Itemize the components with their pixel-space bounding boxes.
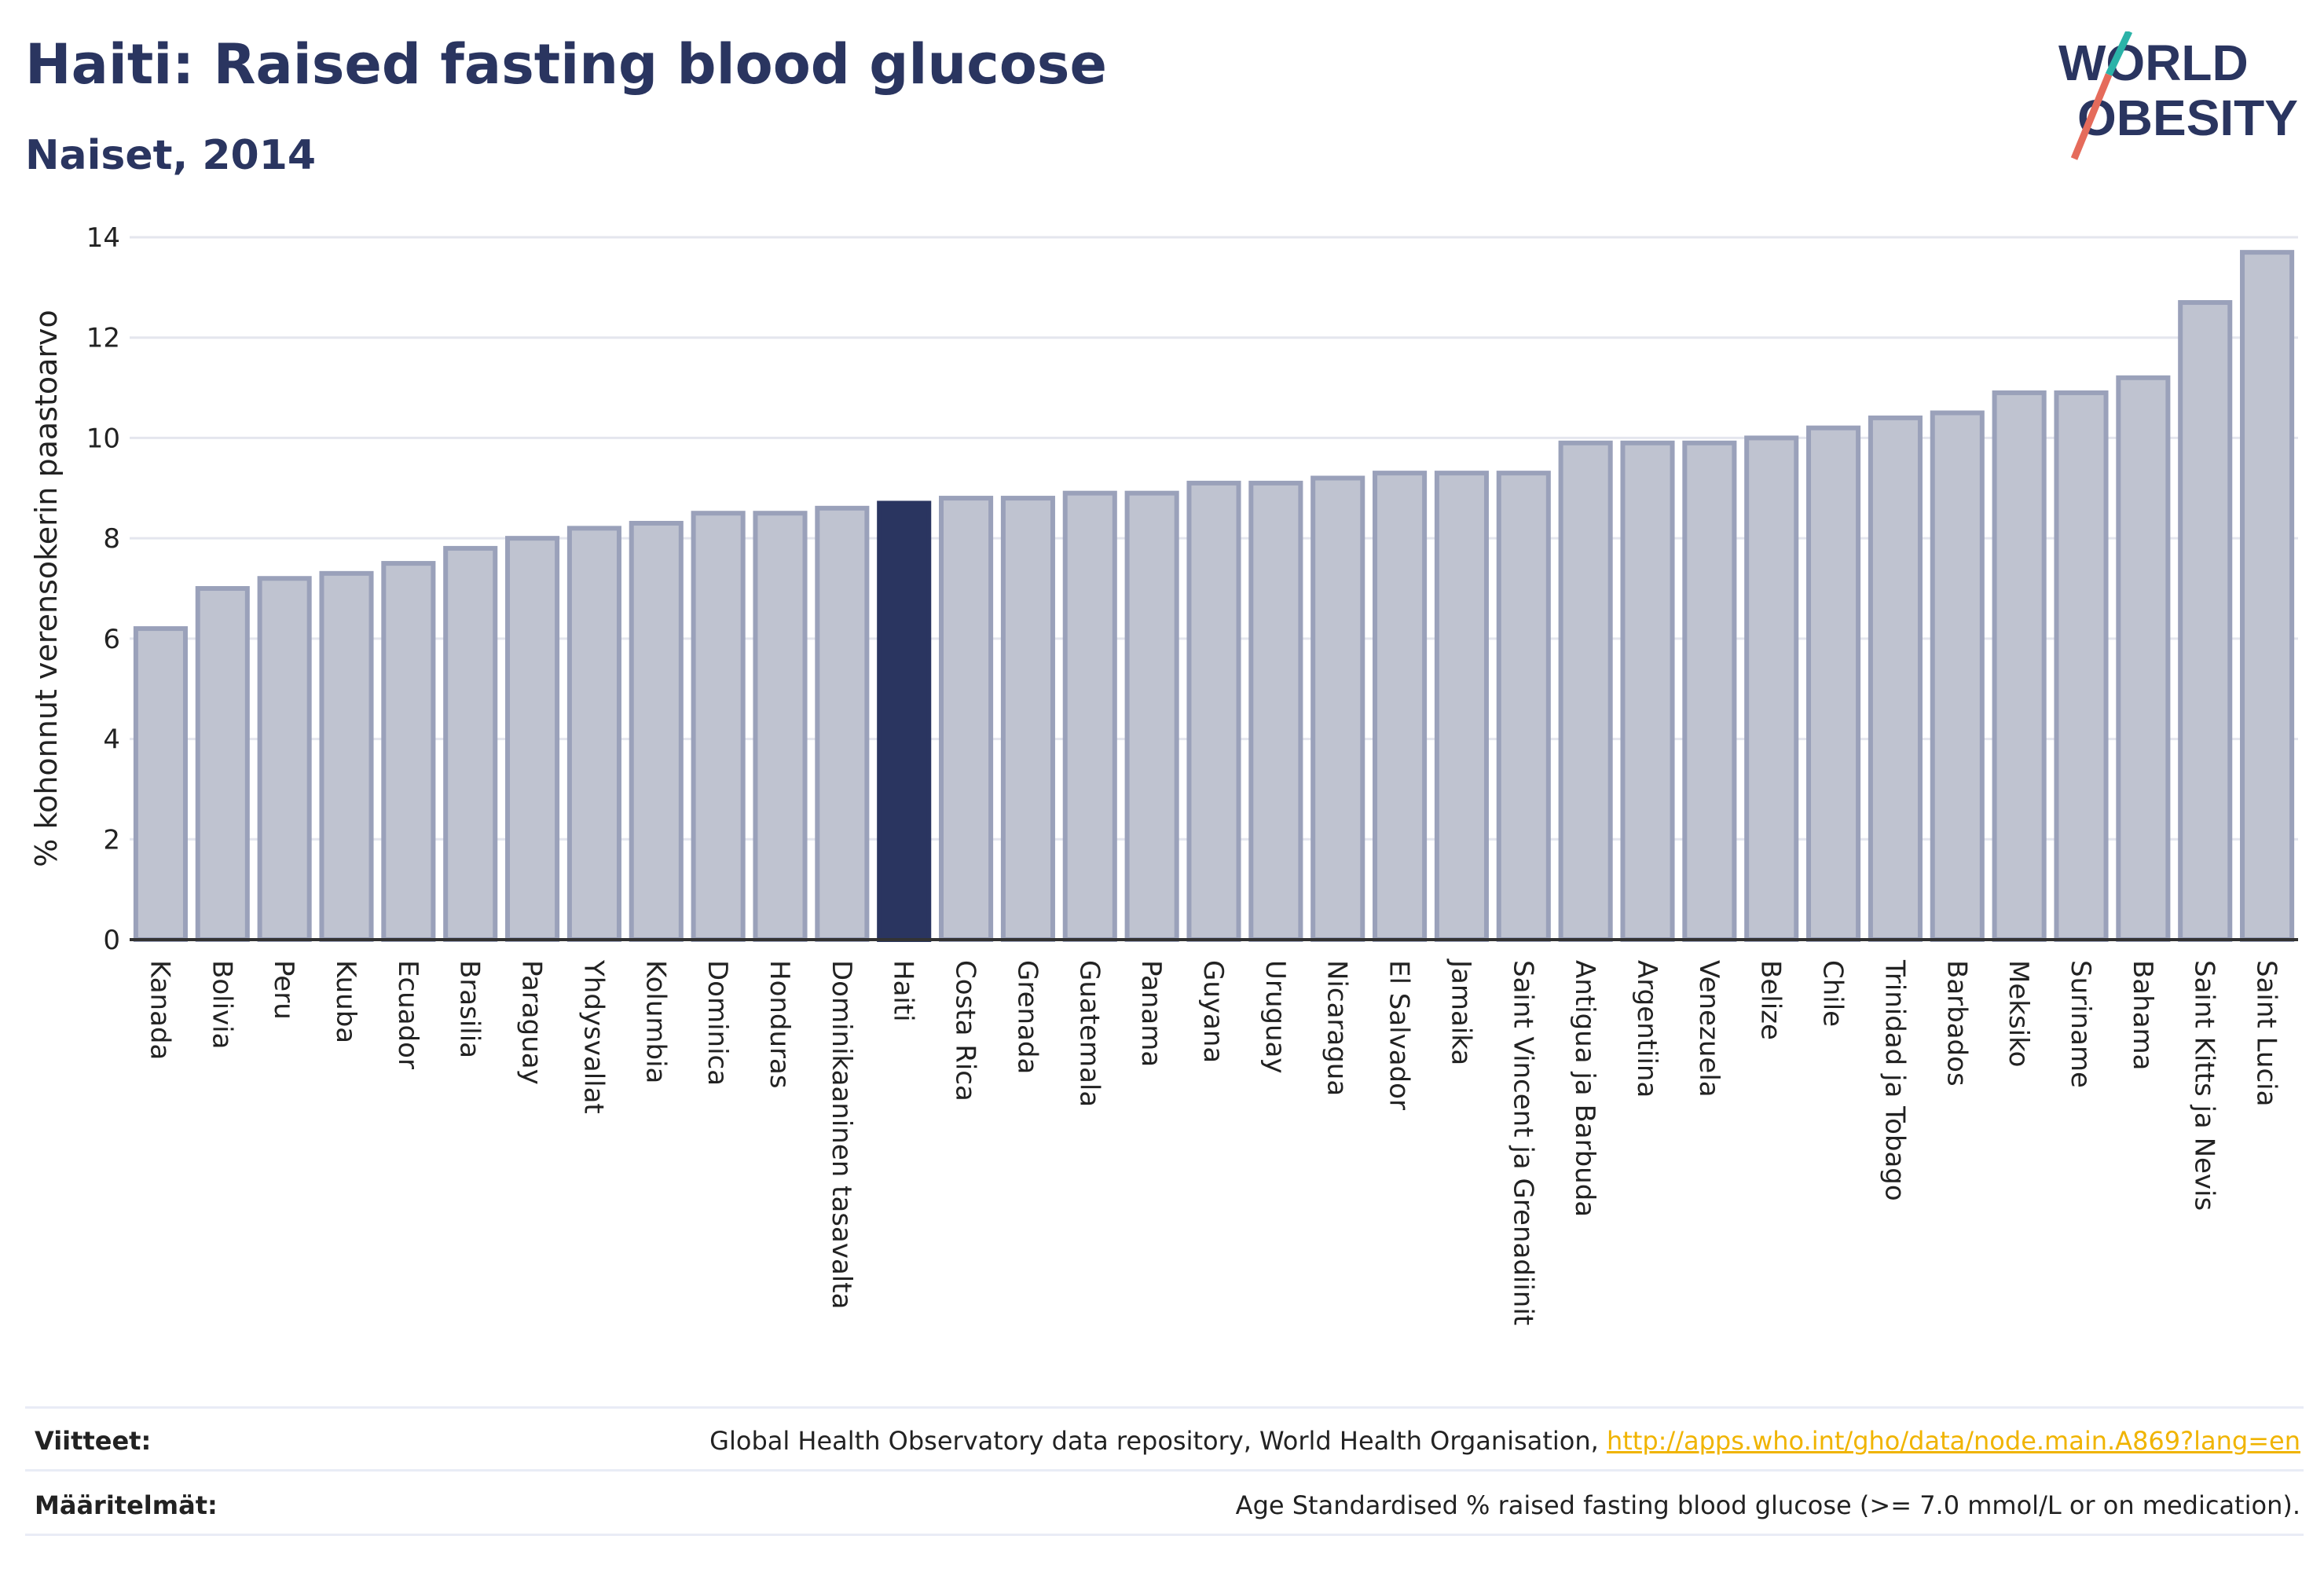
definitions-text: Age Standardised % raised fasting blood … (1235, 1490, 2300, 1520)
x-tick-label: Paraguay (516, 960, 548, 1085)
world-obesity-logo: WORLD OBESITY (2058, 31, 2298, 160)
x-tick-label: Barbados (1941, 960, 1972, 1087)
x-tick-label: Chile (1817, 960, 1849, 1027)
x-tick-label: Saint Lucia (2251, 960, 2282, 1106)
bar (505, 536, 560, 943)
x-tick-label: Antigua ja Barbuda (1569, 960, 1600, 1217)
logo-slash-coral (2070, 73, 2113, 160)
bar (1868, 415, 1923, 942)
y-tick-label: 14 (86, 222, 120, 254)
bar (1124, 490, 1179, 942)
x-tick-label: Trinidad ja Tobago (1879, 959, 1910, 1201)
y-tick-label: 8 (103, 523, 120, 555)
x-tick-label: Haiti (888, 960, 919, 1022)
bar (2178, 300, 2233, 942)
bar (1806, 425, 1861, 942)
bar (1992, 390, 2047, 942)
x-tick-label: Kanada (144, 960, 175, 1060)
bar (939, 496, 994, 942)
x-tick-label: Guyana (1197, 960, 1229, 1063)
bar (753, 511, 808, 942)
x-tick-label: Jamaika (1445, 958, 1476, 1065)
x-tick-label: Peru (268, 960, 299, 1020)
bar (1310, 475, 1365, 942)
sources-label: Viitteet: (35, 1426, 152, 1456)
x-tick-labels: Kanada Bolivia Peru Kuuba Ecuador Brasilia Par… (144, 958, 2282, 1325)
bar (1496, 471, 1551, 942)
bar (443, 545, 498, 943)
bar (2054, 390, 2109, 942)
bar (1186, 480, 1241, 942)
bar (1000, 496, 1055, 942)
x-tick-label: Argentiina (1631, 960, 1662, 1098)
bar (1248, 480, 1303, 942)
y-tick-label: 0 (103, 925, 120, 956)
page-title: Haiti: Raised fasting blood glucose (25, 32, 1107, 97)
x-tick-label: Costa Rica (950, 960, 981, 1101)
bar (1620, 440, 1675, 942)
bar (133, 626, 188, 942)
logo-line2: OBESITY (2077, 90, 2298, 146)
footer-divider-bottom (25, 1534, 2304, 1536)
x-tick-label: Yhdysvallat (577, 959, 609, 1114)
x-tick-label: Saint Vincent ja Grenadiinit (1507, 960, 1538, 1325)
x-tick-label: Saint Kitts ja Nevis (2189, 960, 2220, 1211)
sources-text: Global Health Observatory data repositor… (709, 1426, 2300, 1456)
bars (133, 250, 2295, 943)
x-tick-label: Venezuela (1693, 960, 1725, 1098)
x-tick-label: Grenada (1011, 960, 1043, 1074)
page-subtitle: Naiset, 2014 (25, 132, 317, 179)
sources-description: Global Health Observatory data repositor… (709, 1426, 1607, 1456)
bar (1373, 471, 1428, 942)
bar (1744, 435, 1799, 942)
y-tick-label: 12 (86, 323, 120, 354)
sources-link[interactable]: http://apps.who.int/gho/data/node.main.A… (1606, 1426, 2300, 1456)
bar (877, 500, 932, 942)
logo-line1: WORLD (2058, 35, 2249, 91)
footer-divider-top (25, 1406, 2304, 1409)
x-tick-label: Kuuba (330, 960, 361, 1043)
x-tick-label: Dominikaaninen tasavalta (826, 960, 857, 1309)
x-tick-label: Nicaragua (1321, 960, 1353, 1096)
y-tick-label: 2 (103, 824, 120, 856)
y-tick-label: 10 (86, 423, 120, 454)
x-tick-label: Belize (1755, 960, 1787, 1040)
y-axis-label: % kohonnut verensokerin paastoarvo (29, 310, 64, 867)
logo-slash-teal (2105, 31, 2133, 76)
bar (566, 526, 621, 942)
x-tick-label: El Salvador (1384, 960, 1415, 1110)
bar (319, 570, 374, 942)
x-tick-label: Bolivia (206, 960, 237, 1049)
footer-divider-middle (25, 1469, 2304, 1472)
x-tick-label: Brasilia (454, 960, 486, 1058)
y-tick-label: 6 (103, 624, 120, 655)
bar (1930, 410, 1985, 942)
bar (2116, 375, 2171, 942)
bar (1558, 440, 1613, 942)
bar (1682, 440, 1737, 942)
bar-chart: 0 2 4 6 8 10 12 14 Kanada Bolivia Peru Kuuba Ecuado… (29, 222, 2298, 1325)
bar (257, 576, 312, 942)
y-tick-label: 4 (103, 724, 120, 756)
bar (815, 505, 870, 942)
y-tick-labels: 0 2 4 6 8 10 12 14 (86, 222, 120, 956)
bar (381, 561, 436, 942)
x-tick-label: Uruguay (1259, 960, 1291, 1074)
x-tick-label: Kolumbia (640, 960, 671, 1083)
x-tick-label: Honduras (764, 960, 795, 1089)
x-tick-label: Panama (1135, 960, 1167, 1067)
x-tick-label: Meksiko (2003, 960, 2034, 1067)
bar (629, 520, 684, 942)
bar (691, 511, 746, 942)
bar (1062, 490, 1117, 942)
bar (1434, 471, 1489, 942)
x-tick-label: Bahama (2127, 960, 2158, 1071)
bar (195, 586, 250, 942)
definitions-label: Määritelmät: (35, 1490, 218, 1520)
x-tick-label: Guatemala (1073, 960, 1105, 1107)
x-tick-label: Dominica (702, 960, 733, 1086)
bar (2240, 250, 2295, 942)
x-tick-label: Ecuador (392, 960, 423, 1069)
x-tick-label: Suriname (2065, 960, 2096, 1088)
